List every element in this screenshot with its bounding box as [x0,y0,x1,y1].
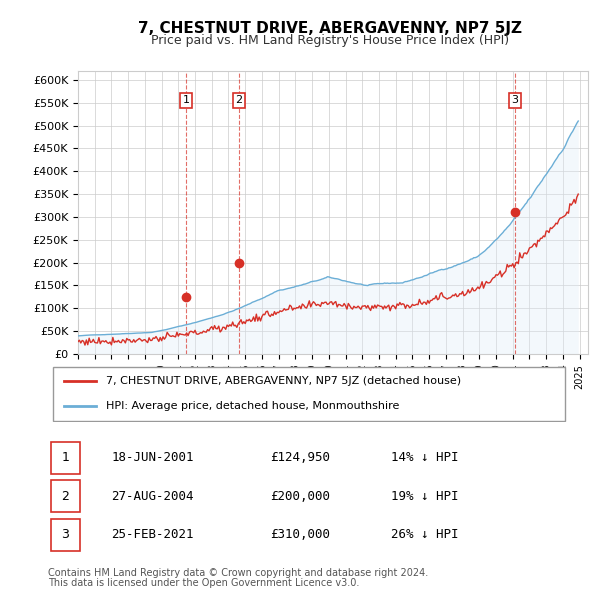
FancyBboxPatch shape [50,480,80,513]
Text: 25-FEB-2021: 25-FEB-2021 [112,528,194,541]
Text: 26% ↓ HPI: 26% ↓ HPI [391,528,459,541]
Text: 1: 1 [61,451,70,464]
Text: £200,000: £200,000 [270,490,330,503]
Text: 2: 2 [235,96,242,106]
Text: 1: 1 [182,96,190,106]
Text: 18-JUN-2001: 18-JUN-2001 [112,451,194,464]
Text: 2: 2 [61,490,70,503]
Text: Contains HM Land Registry data © Crown copyright and database right 2024.: Contains HM Land Registry data © Crown c… [48,568,428,578]
Text: This data is licensed under the Open Government Licence v3.0.: This data is licensed under the Open Gov… [48,578,359,588]
FancyBboxPatch shape [50,442,80,474]
Text: £124,950: £124,950 [270,451,330,464]
FancyBboxPatch shape [50,519,80,551]
Text: £310,000: £310,000 [270,528,330,541]
Text: Price paid vs. HM Land Registry's House Price Index (HPI): Price paid vs. HM Land Registry's House … [151,34,509,47]
Text: 19% ↓ HPI: 19% ↓ HPI [391,490,459,503]
Text: 27-AUG-2004: 27-AUG-2004 [112,490,194,503]
FancyBboxPatch shape [53,367,565,421]
Text: 7, CHESTNUT DRIVE, ABERGAVENNY, NP7 5JZ: 7, CHESTNUT DRIVE, ABERGAVENNY, NP7 5JZ [138,21,522,35]
Text: HPI: Average price, detached house, Monmouthshire: HPI: Average price, detached house, Monm… [106,401,400,411]
Text: 3: 3 [61,528,70,541]
Text: 7, CHESTNUT DRIVE, ABERGAVENNY, NP7 5JZ (detached house): 7, CHESTNUT DRIVE, ABERGAVENNY, NP7 5JZ … [106,376,461,386]
Text: 14% ↓ HPI: 14% ↓ HPI [391,451,459,464]
Text: 3: 3 [511,96,518,106]
